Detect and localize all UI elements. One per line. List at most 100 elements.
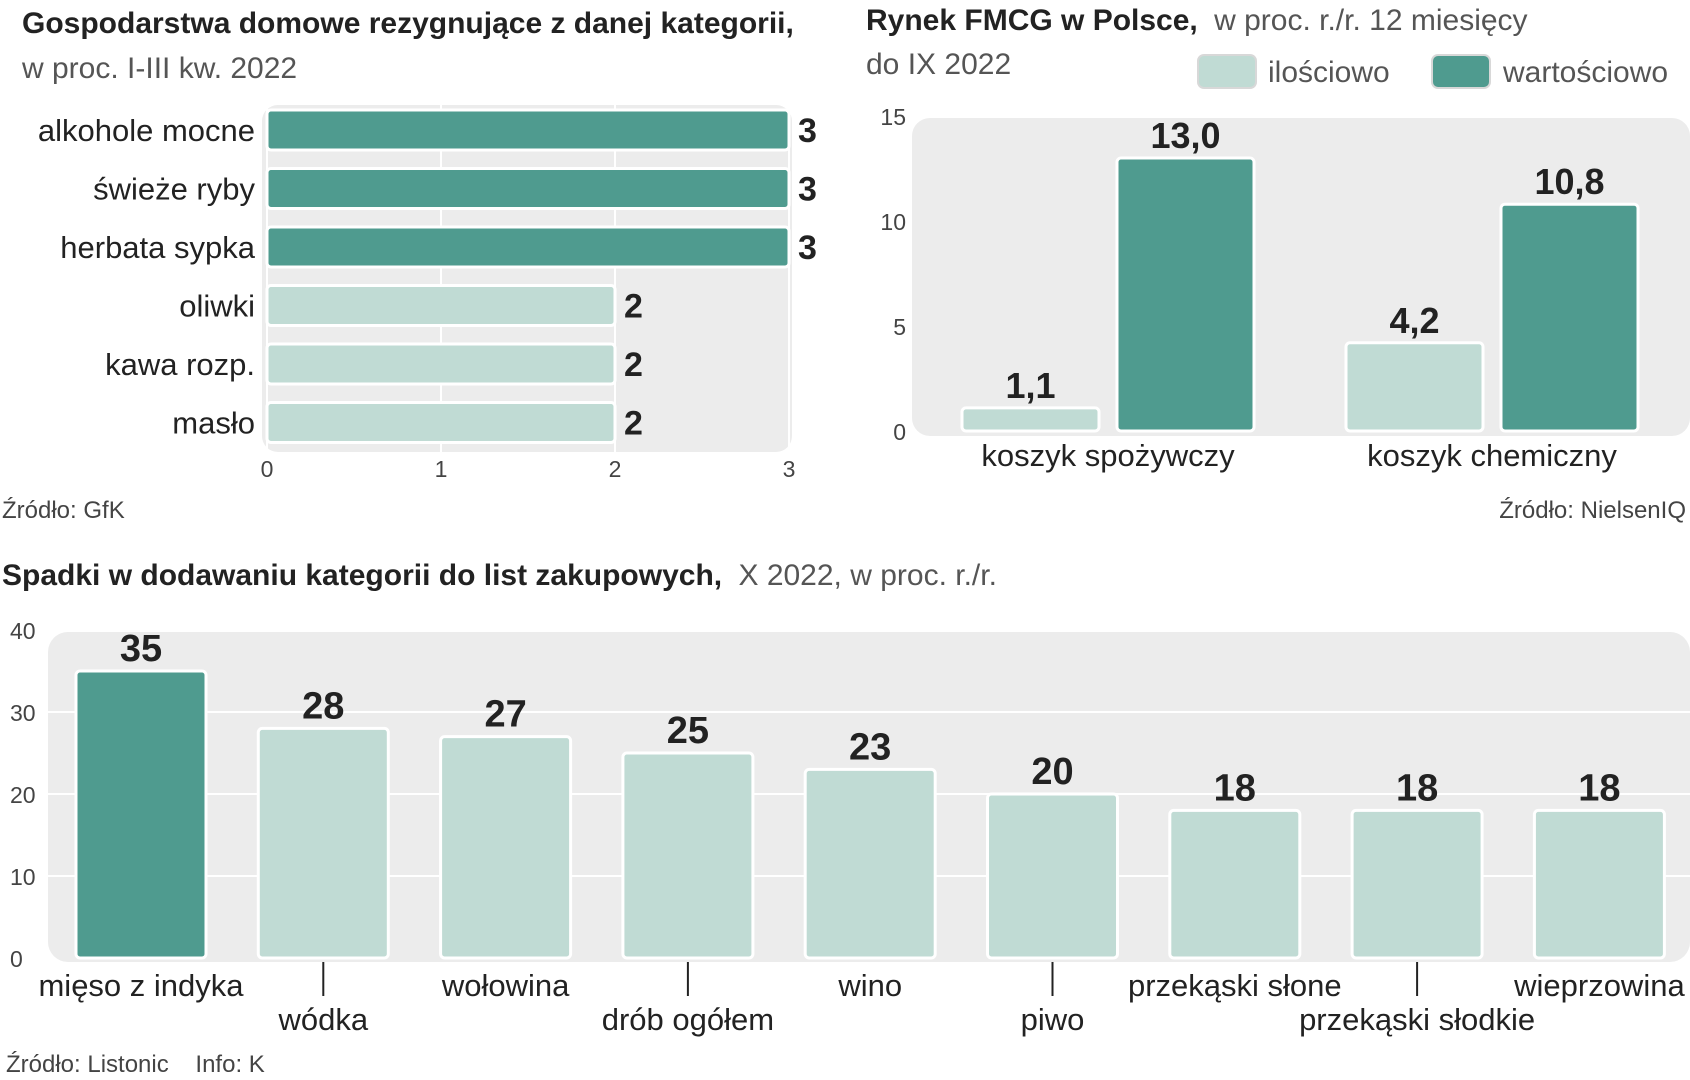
households-bars (265, 108, 791, 444)
households-value-label: 3 (798, 171, 817, 209)
fmcg-category-label: koszyk spożywczy (981, 438, 1235, 473)
households-category-label: kawa rozp. (105, 347, 255, 382)
shopping-bar (439, 735, 573, 960)
households-plot-panel (262, 105, 792, 452)
fmcg-bar (1499, 202, 1640, 433)
households-grid (266, 105, 790, 452)
fmcg-bar (1115, 156, 1256, 433)
fmcg-y-tick: 10 (880, 209, 906, 235)
shopping-bar (803, 767, 937, 960)
households-subtitle: w proc. I-III kw. 2022 (21, 52, 297, 85)
shopping-value-label: 35 (120, 628, 162, 670)
shopping-bar (74, 669, 208, 960)
shopping-value-label: 20 (1031, 751, 1073, 793)
shopping-bar (621, 751, 755, 960)
households-x-tick: 3 (783, 456, 796, 482)
fmcg-y-tick: 15 (880, 104, 906, 130)
households-x-tick: 1 (435, 456, 448, 482)
fmcg-y-tick: 0 (893, 419, 906, 445)
households-source: Źródło: GfK (2, 497, 125, 524)
shopping-y-ticks: 0 10 20 30 40 (10, 618, 36, 972)
households-x-tick: 2 (609, 456, 622, 482)
shopping-y-tick: 0 (10, 946, 23, 972)
fmcg-category-label: koszyk chemiczny (1367, 438, 1617, 473)
fmcg-value-label: 10,8 (1534, 161, 1604, 202)
fmcg-bar (960, 406, 1101, 433)
households-category-label: masło (172, 406, 255, 441)
shopping-category-label: drób ogółem (602, 1002, 774, 1037)
shopping-category-label: wino (837, 968, 902, 1003)
households-value-label: 2 (624, 288, 643, 326)
fmcg-y-ticks: 0 5 10 15 (880, 104, 906, 445)
households-category-label: oliwki (179, 289, 255, 324)
households-bar (265, 167, 791, 210)
chart-fmcg: Rynek FMCG w Polsce, w proc. r./r. 12 mi… (866, 4, 1690, 524)
fmcg-value-label: 13,0 (1150, 115, 1220, 156)
households-category-labels: alkohole mocne świeże ryby herbata sypka ol… (38, 113, 256, 441)
shopping-category-label: wołowina (441, 968, 570, 1003)
households-x-ticks: 0 1 2 3 (261, 456, 796, 482)
fmcg-y-tick: 5 (893, 314, 906, 340)
fmcg-bars (960, 156, 1640, 433)
shopping-bar (256, 726, 390, 960)
households-value-label: 2 (624, 346, 643, 384)
shopping-value-label: 18 (1578, 767, 1620, 809)
chart-households: Gospodarstwa domowe rezygnujące z danej … (2, 7, 817, 524)
fmcg-value-label: 1,1 (1005, 365, 1055, 406)
households-category-label: świeże ryby (93, 172, 255, 207)
fmcg-bar (1344, 341, 1485, 433)
households-x-tick: 0 (261, 456, 274, 482)
households-bar (265, 342, 617, 386)
shopping-bars (74, 669, 1666, 960)
shopping-value-label: 23 (849, 726, 891, 768)
fmcg-plot-panel (912, 118, 1690, 436)
shopping-bar (986, 792, 1119, 960)
shopping-bar (1350, 808, 1484, 960)
households-category-label: herbata sypka (60, 230, 255, 265)
svg-text:Spadki w dodawaniu kategorii d: Spadki w dodawaniu kategorii do list zak… (2, 559, 997, 592)
shopping-value-label: 28 (302, 685, 344, 727)
shopping-y-tick: 40 (10, 618, 36, 644)
households-bar (265, 225, 791, 269)
fmcg-category-labels: koszyk spożywczy koszyk chemiczny (981, 438, 1617, 473)
households-bar (265, 108, 791, 152)
fmcg-value-labels: 1,1 13,0 4,2 10,8 (1005, 115, 1604, 406)
fmcg-source: Źródło: NielsenIQ (1499, 497, 1686, 524)
fmcg-legend: ilościowo wartościowo (1197, 54, 1668, 89)
fmcg-value-label: 4,2 (1389, 300, 1439, 341)
households-value-label: 3 (798, 112, 817, 150)
shopping-category-label: piwo (1021, 1002, 1085, 1037)
fmcg-subtitle-2: do IX 2022 (866, 48, 1011, 81)
shopping-category-label: przekąski słodkie (1299, 1002, 1535, 1037)
shopping-y-tick: 30 (10, 700, 36, 726)
households-value-label: 3 (798, 229, 817, 267)
shopping-title: Spadki w dodawaniu kategorii do list zak… (2, 559, 722, 592)
legend-label-ilosciowo: ilościowo (1268, 56, 1390, 89)
shopping-source: Źródło: Listonic Info: K (6, 1051, 265, 1078)
shopping-bar (1168, 808, 1302, 960)
households-value-label: 2 (624, 405, 643, 443)
shopping-value-labels: 35 28 27 25 23 20 18 18 18 (120, 628, 1621, 809)
households-value-labels: 3 3 3 2 2 2 (624, 112, 817, 443)
legend-swatch-ilosciowo (1197, 54, 1257, 89)
shopping-value-label: 18 (1396, 767, 1438, 809)
households-title: Gospodarstwa domowe rezygnujące z danej … (22, 7, 794, 40)
households-category-label: alkohole mocne (38, 113, 255, 148)
shopping-category-label: mięso z indyka (38, 968, 244, 1003)
chart-shopping-lists: Spadki w dodawaniu kategorii do list zak… (2, 559, 1690, 1078)
legend-swatch-wartosciowo (1431, 54, 1491, 89)
households-bar (265, 401, 617, 444)
households-bar (265, 284, 617, 327)
shopping-bar (1532, 808, 1666, 960)
shopping-category-label: przekąski słone (1128, 968, 1342, 1003)
shopping-category-label: wódka (277, 1002, 368, 1037)
legend-label-wartosciowo: wartościowo (1502, 56, 1668, 89)
fmcg-subtitle-1: w proc. r./r. 12 miesięcy (1213, 4, 1527, 37)
shopping-category-labels: mięso z indyka wódka wołowina drób ogółem wi… (38, 962, 1685, 1037)
shopping-subtitle: X 2022, w proc. r./r. (738, 559, 996, 592)
shopping-value-label: 27 (484, 694, 526, 736)
shopping-value-label: 18 (1214, 767, 1256, 809)
fmcg-title: Rynek FMCG w Polsce, (866, 4, 1198, 37)
shopping-y-tick: 10 (10, 864, 36, 890)
